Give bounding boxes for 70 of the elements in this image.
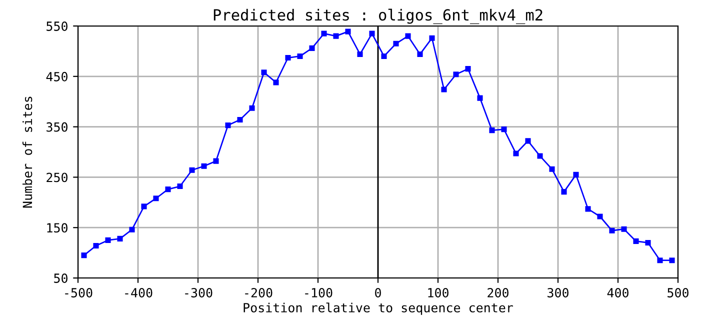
y-tick-label: 50 — [54, 274, 68, 283]
point — [441, 86, 447, 92]
point — [537, 153, 543, 159]
point — [237, 116, 243, 123]
point — [525, 138, 531, 144]
point — [513, 150, 519, 156]
point — [189, 167, 195, 173]
point — [633, 238, 639, 244]
point — [645, 240, 651, 246]
x-tick-label: 500 — [668, 288, 688, 298]
point — [549, 166, 555, 172]
point — [225, 122, 231, 128]
point — [93, 242, 99, 249]
point — [165, 186, 171, 192]
x-tick-label: 400 — [607, 288, 628, 298]
x-tick-label: 300 — [548, 288, 568, 298]
point — [393, 40, 399, 46]
point — [621, 226, 627, 232]
point — [201, 163, 207, 169]
point — [273, 80, 279, 86]
point — [489, 128, 495, 134]
y-tick-label: 350 — [46, 122, 68, 132]
point — [117, 236, 123, 242]
point — [285, 54, 291, 61]
point — [177, 183, 183, 190]
x-tick-label: 0 — [375, 288, 381, 298]
point — [405, 33, 411, 39]
point — [249, 105, 255, 111]
point — [657, 258, 663, 264]
point — [417, 51, 423, 57]
point — [597, 214, 603, 220]
point — [141, 204, 147, 210]
point — [585, 206, 591, 212]
point — [129, 226, 135, 232]
x-tick-label: -200 — [245, 288, 272, 298]
y-axis-title: Number of sites — [22, 96, 32, 208]
y-tick-label: 150 — [47, 223, 68, 233]
point — [429, 35, 435, 41]
point — [561, 189, 567, 195]
point — [309, 45, 315, 51]
point — [105, 237, 111, 243]
x-tick-label: -100 — [305, 288, 332, 298]
y-tick-label: 250 — [46, 172, 68, 182]
point — [261, 70, 267, 76]
point — [321, 30, 327, 36]
x-axis-title: Position relative to sequence center — [244, 302, 513, 315]
point — [477, 95, 483, 101]
x-tick-label: -500 — [65, 288, 92, 298]
x-tick-label: 200 — [488, 288, 508, 298]
point — [609, 228, 615, 234]
point — [153, 196, 159, 202]
point — [81, 252, 87, 258]
point — [213, 158, 219, 164]
point — [345, 28, 351, 34]
point — [333, 33, 339, 39]
point — [465, 66, 471, 72]
y-tick-label: 550 — [46, 22, 68, 31]
point — [573, 172, 579, 178]
point — [453, 72, 459, 78]
chart-title: Predicted sites : oligos_6nt_mkv4_m2 — [214, 8, 542, 24]
point — [297, 53, 303, 60]
point — [669, 258, 675, 264]
x-tick-label: -300 — [185, 288, 212, 298]
point — [369, 30, 375, 36]
point — [381, 53, 387, 60]
x-tick-label: -400 — [125, 288, 152, 298]
x-tick-label: 100 — [428, 288, 448, 298]
point — [357, 51, 363, 57]
point — [501, 126, 507, 132]
y-tick-label: 450 — [46, 72, 68, 82]
